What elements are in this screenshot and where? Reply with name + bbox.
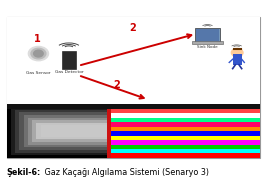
Bar [28, 118, 107, 145]
Bar [111, 140, 260, 145]
Text: Gas Sensor: Gas Sensor [26, 71, 51, 75]
Circle shape [31, 48, 46, 59]
Bar [111, 153, 260, 158]
Text: Gas Detector: Gas Detector [55, 70, 83, 74]
Bar [111, 104, 260, 109]
Bar [111, 113, 260, 118]
Bar [7, 104, 260, 109]
Bar [36, 123, 107, 139]
Bar [111, 131, 260, 136]
Bar [32, 120, 107, 142]
Bar [192, 41, 223, 44]
Bar [195, 28, 220, 42]
Bar [111, 149, 260, 153]
Bar [7, 104, 107, 158]
Bar [7, 17, 260, 104]
Circle shape [28, 46, 48, 61]
Text: Şekil-6:: Şekil-6: [7, 168, 41, 177]
Text: 2: 2 [113, 80, 120, 90]
Bar [45, 128, 107, 134]
Bar [111, 145, 260, 149]
Bar [111, 136, 260, 140]
Bar [7, 104, 260, 158]
Text: 1: 1 [34, 34, 41, 45]
Bar [111, 109, 260, 113]
Circle shape [231, 49, 243, 57]
Bar [15, 110, 107, 153]
Text: Sink Node: Sink Node [197, 45, 218, 49]
Bar [111, 127, 260, 131]
Circle shape [34, 50, 43, 57]
Bar [111, 122, 260, 127]
Bar [7, 17, 260, 158]
Text: Gaz Kaçağı Algılama Sistemi (Senaryo 3): Gaz Kaçağı Algılama Sistemi (Senaryo 3) [42, 168, 209, 177]
Bar [62, 51, 76, 69]
Bar [196, 29, 219, 41]
Bar [41, 125, 107, 137]
Bar [11, 107, 107, 155]
Text: 2: 2 [129, 23, 136, 33]
Bar [19, 112, 107, 150]
Bar [111, 118, 260, 122]
Bar [24, 115, 107, 147]
Bar [233, 54, 242, 65]
